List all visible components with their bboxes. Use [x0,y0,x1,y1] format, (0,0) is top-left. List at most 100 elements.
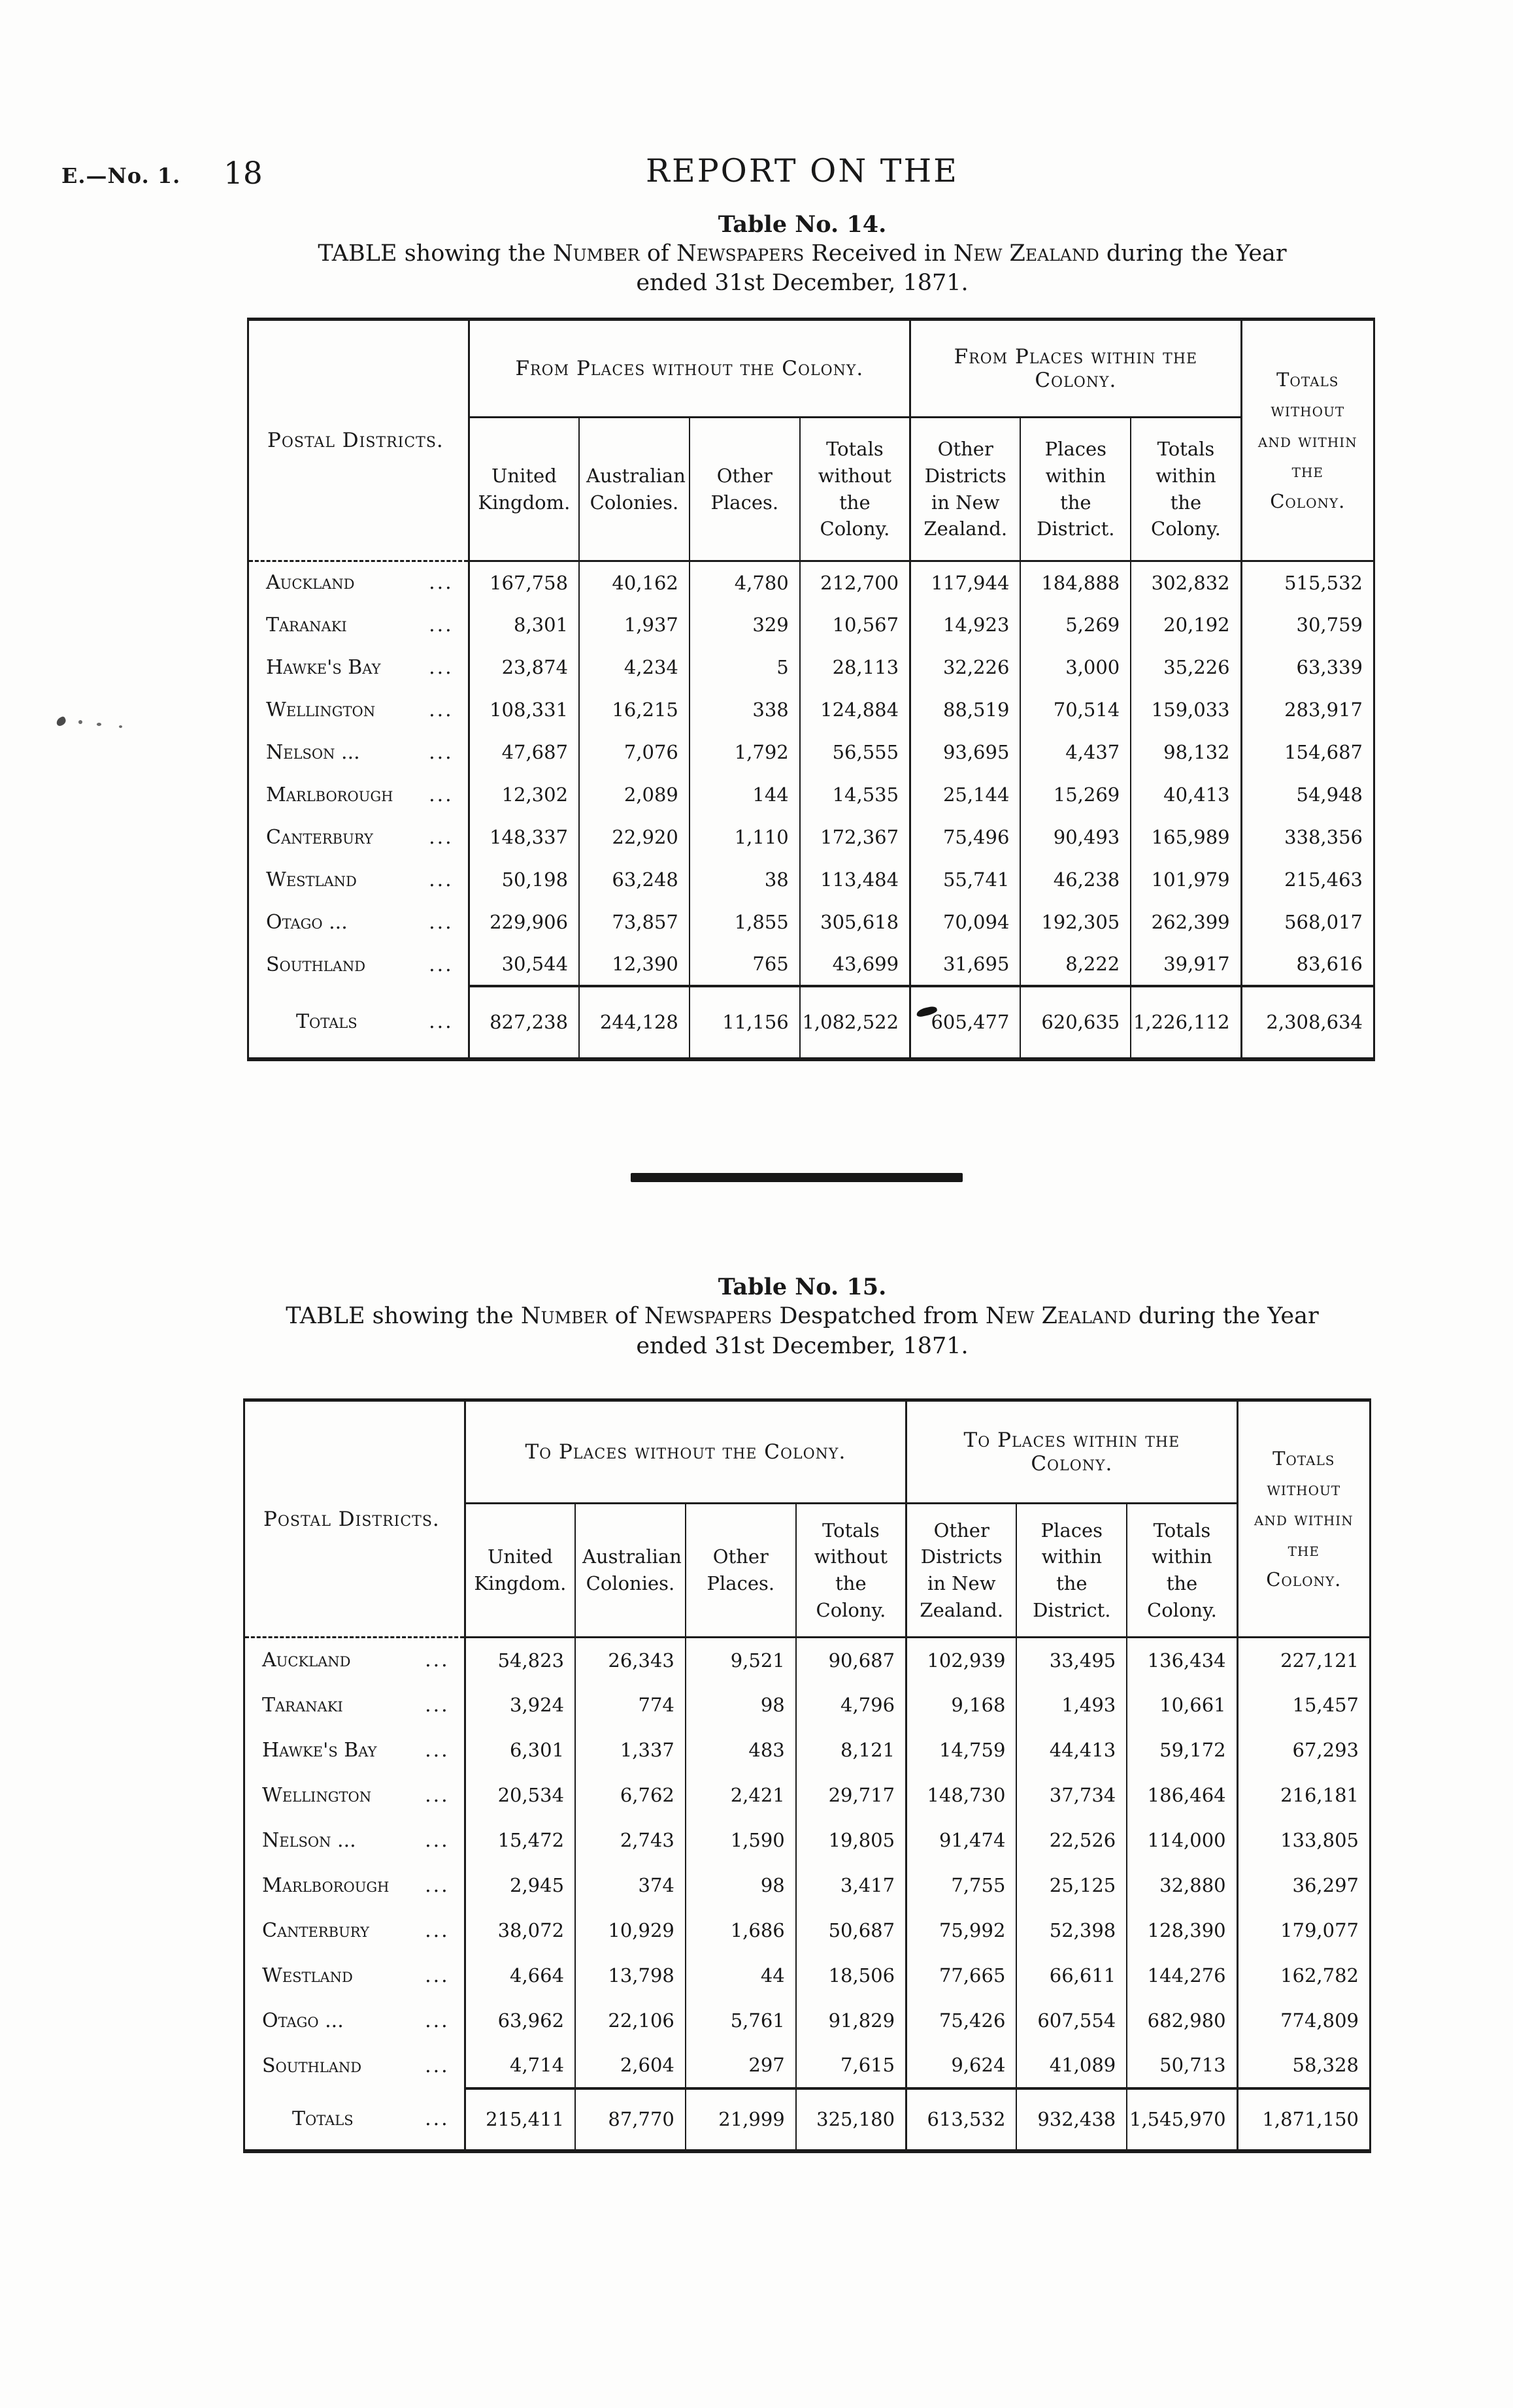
value-cell: 59,172 [1127,1727,1239,1773]
value-cell: 568,017 [1284,911,1363,933]
value-cell: 14,535 [799,773,912,816]
value-cell: 12,302 [469,773,580,816]
district-label-wrap: Marlborough... [245,1874,464,1897]
caption-smallcaps: Number [552,240,640,267]
value-cell: 154,687 [1284,741,1363,763]
value-cell: 11,156 [689,984,801,1059]
value-cell: 88,519 [910,688,1022,731]
table-row: Canterbury... 38,072 10,929 1,686 50,687 75,9… [244,1907,1371,1953]
district-name: Canterbury [262,1919,369,1942]
value-cell: 102,939 [906,1637,1018,1683]
table-row: Auckland... 167,758 40,162 4,780 212,700 117,… [248,561,1374,604]
subheader-other-places: Other Places. [689,417,801,562]
table-row: Nelson ...... 15,472 2,743 1,590 19,805 91,47… [244,1817,1371,1863]
value-cell: 41,089 [1016,2043,1128,2088]
value-cell: 283,917 [1284,699,1363,721]
value-cell: 262,399 [1131,900,1242,944]
district-label-wrap: Southland... [245,2054,464,2077]
totals-label-wrap: Totals... [249,1010,468,1033]
district-name: Nelson ... [262,1828,356,1852]
value-cell: 774,809 [1280,2009,1359,2032]
caption-text: of [639,240,676,267]
value-cell: 14,923 [910,603,1022,646]
value-cell: 19,805 [795,1817,908,1863]
district-label-wrap: Marlborough... [249,783,468,806]
value-cell: 329 [689,603,801,646]
district-label-wrap: Nelson ...... [245,1829,464,1852]
leader-dots: ... [425,1919,450,1942]
section-divider-rule [631,1173,963,1182]
caption-smallcaps: New Zealand [985,1303,1131,1329]
value-cell: 148,337 [469,816,580,859]
value-cell: 33,495 [1016,1637,1128,1683]
value-cell: 25,125 [1016,1862,1128,1908]
value-cell: 184,888 [1020,561,1132,604]
district-cell: Auckland... [244,1637,466,1683]
table14-caption: TABLE showing the Number of Newspapers R… [91,240,1513,267]
table-row: Taranaki... 3,924 774 98 4,796 9,168 1,493 10,6… [244,1682,1371,1728]
value-cell: 613,532 [906,2086,1018,2151]
group-header-row: Postal Districts. To Places without the … [244,1400,1371,1638]
value-cell: 98 [685,1682,797,1728]
value-cell: 25,144 [910,773,1022,816]
value-cell: 9,168 [906,1682,1018,1728]
district-name: Hawke's Bay [262,1738,377,1762]
value-cell: 75,496 [910,816,1022,859]
page-number: 18 [224,156,263,191]
table-row: Wellington... 108,331 16,215 338 124,884 88,5… [248,688,1374,731]
table-row: Southland... 30,544 12,390 765 43,699 31,695 8… [248,943,1374,986]
value-cell: 36,297 [1292,1874,1359,1896]
value-cell: 305,618 [799,900,912,944]
table-newspapers-despatched: Postal Districts. To Places without the … [243,1398,1371,2153]
table14-body: Auckland... 167,758 40,162 4,780 212,700 117,… [248,561,1374,1059]
value-cell: 227,121 [1280,1649,1359,1672]
table15-caption: TABLE showing the Number of Newspapers D… [91,1303,1513,1329]
value-cell: 77,665 [906,1953,1018,1998]
district-name: Westland [262,1964,353,1987]
leader-dots: ... [425,1828,450,1852]
value-cell: 124,884 [799,688,912,731]
value-cell: 50,687 [795,1907,908,1953]
subheader-totals-within: Totals within the Colony. [1127,1503,1239,1638]
value-cell: 932,438 [1016,2086,1128,2151]
district-label-wrap: Taranaki... [249,614,468,636]
value-cell: 6,762 [575,1772,686,1818]
value-cell: 5,761 [685,1998,797,2043]
district-cell: Nelson ...... [248,731,470,774]
district-name: Auckland [262,1649,351,1672]
value-cell: 40,413 [1131,773,1242,816]
value-cell: 90,493 [1020,816,1132,859]
leader-dots: ... [425,2009,450,2032]
value-cell: 1,110 [689,816,801,859]
district-cell: Westland... [244,1953,466,1998]
value-cell: 2,308,634 [1241,984,1374,1059]
value-cell: 26,343 [575,1637,686,1683]
district-cell: Canterbury... [244,1907,466,1953]
district-name: Hawke's Bay [266,655,381,679]
subheader-other-places: Other Places. [685,1503,797,1638]
value-cell: 50,198 [469,858,580,901]
subheader-places-within-district: Places within the District. [1016,1503,1128,1638]
district-name: Canterbury [266,825,373,849]
totals-label: Totals [296,1010,357,1033]
district-cell: Southland... [248,943,470,986]
table-row: Taranaki... 8,301 1,937 329 10,567 14,923 5,26… [248,603,1374,646]
caption-smallcaps: New Zealand [953,240,1099,267]
district-cell: Otago ...... [244,1998,466,2043]
district-cell: Marlborough... [248,773,470,816]
value-cell: 16,215 [579,688,690,731]
district-name: Southland [266,953,366,976]
table-row: Hawke's Bay... 23,874 4,234 5 28,113 32,226 3,… [248,646,1374,689]
value-cell: 167,758 [469,561,580,604]
value-cell: 20,192 [1131,603,1242,646]
value-cell: 32,880 [1127,1862,1239,1908]
subheader-totals-without: Totals without the Colony. [799,417,912,562]
value-cell: 7,076 [579,731,690,774]
subheader-other-districts-nz: Other Districts in New Zealand. [910,417,1022,562]
table-newspapers-received: Postal Districts. From Places without th… [247,318,1375,1061]
district-label-wrap: Otago ...... [245,2009,464,2032]
district-name: Otago ... [266,910,348,934]
value-cell: 302,832 [1131,561,1242,604]
leader-dots: ... [429,1010,454,1033]
subheader-united-kingdom: United Kingdom. [469,417,580,562]
